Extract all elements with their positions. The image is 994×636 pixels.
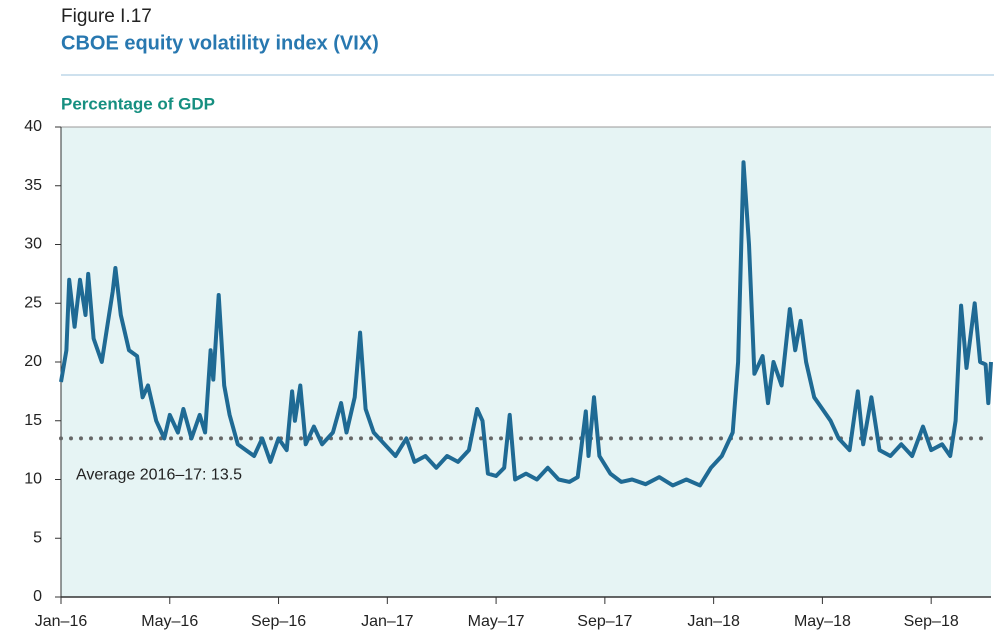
x-tick-label: Sep–18 (904, 613, 959, 630)
chart-subtitle: Percentage of GDP (61, 94, 215, 113)
x-tick-label: May–17 (468, 613, 525, 630)
x-tick-label: Sep–17 (577, 613, 632, 630)
figure-label: Figure I.17 (61, 6, 152, 27)
y-tick-label: 40 (24, 118, 42, 135)
x-tick-label: Jan–16 (35, 613, 88, 630)
x-tick-label: Sep–16 (251, 613, 306, 630)
y-tick-label: 20 (24, 353, 42, 370)
y-tick-label: 0 (33, 588, 42, 605)
y-tick-label: 25 (24, 294, 42, 311)
y-tick-label: 35 (24, 177, 42, 194)
series-line (59, 160, 993, 488)
y-tick-label: 15 (24, 412, 42, 429)
x-tick-label: Jan–18 (687, 613, 740, 630)
y-tick-label: 10 (24, 471, 42, 488)
average-label: Average 2016–17: 13.5 (76, 467, 242, 484)
x-tick-label: Jan–17 (361, 613, 414, 630)
y-tick-label: 5 (33, 529, 42, 546)
y-tick-label: 30 (24, 236, 42, 253)
x-tick-label: May–18 (794, 613, 851, 630)
plot-area (61, 127, 991, 597)
chart-title: CBOE equity volatility index (VIX) (61, 32, 379, 54)
x-tick-label: May–16 (141, 613, 198, 630)
